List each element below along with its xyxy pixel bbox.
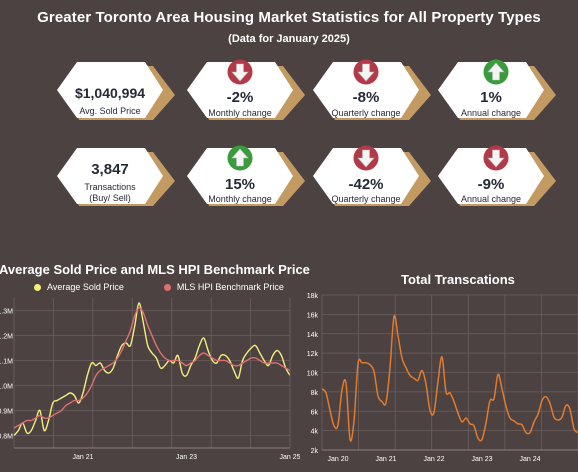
hexagon-shape: [187, 62, 305, 120]
stat-label: Transactions (Buy/ Sell): [84, 182, 136, 203]
x-tick-label: Jan 23: [176, 454, 197, 461]
transactions-chart: 2k 4k 6k 8k 10k 12k 14k 16k 18k Jan 20 Jan 21 Jan 2…: [307, 293, 578, 463]
arrow-down-icon: [353, 145, 379, 176]
x-tick-label: Jan 23: [471, 456, 492, 463]
stat-card-price-annual: 1% Annual change: [438, 62, 556, 120]
stat-card-trans-monthly: 15% Monthly change: [187, 148, 305, 206]
y-tick-label: 1.0M: [0, 384, 13, 391]
y-tick-label: 18k: [307, 293, 319, 300]
y-tick-label: 0.9M: [0, 409, 13, 416]
arrow-down-icon: [353, 59, 379, 90]
y-tick-label: 6k: [311, 409, 319, 416]
y-tick-label: 0.8M: [0, 434, 13, 441]
stat-label: Avg. Sold Price: [79, 106, 141, 116]
arrow-up-icon: [227, 145, 253, 176]
x-tick-label: Jan 24: [519, 456, 540, 463]
transactions-chart-title: Total Transcations: [401, 272, 515, 287]
x-tick-label: Jan 22: [423, 456, 444, 463]
hexagon-shape: [438, 148, 556, 206]
stat-label: Quarterly change: [331, 108, 401, 118]
legend-dot-hpi: [163, 283, 171, 291]
hexagon-shape: [187, 148, 305, 206]
arrow-down-icon: [483, 145, 509, 176]
hexagon-shape: [313, 62, 431, 120]
legend-dot-avg-price: [34, 283, 41, 291]
page-title: Greater Toronto Area Housing Market Stat…: [37, 9, 541, 26]
page-subtitle: (Data for January 2025): [228, 33, 350, 45]
y-tick-label: 1.3M: [0, 309, 13, 316]
y-tick-label: 10k: [307, 371, 319, 378]
stat-label: Monthly change: [208, 108, 272, 118]
x-tick-label: Jan 21: [72, 454, 93, 461]
stat-value: -2%: [226, 89, 254, 106]
arrow-down-icon: [227, 59, 253, 90]
x-tick-label: Jan 20: [327, 456, 348, 463]
stat-card-transactions: 3,847 Transactions (Buy/ Sell): [57, 148, 175, 206]
stat-card-trans-quarterly: -42% Quarterly change: [313, 148, 431, 206]
y-tick-label: 4k: [311, 429, 319, 436]
y-tick-label: 2k: [311, 448, 319, 455]
stat-value: 3,847: [91, 161, 129, 178]
series-line-1: [13, 307, 291, 429]
price-chart: 0.8M 0.9M 1.0M 1.1M 1.2M 1.3M Jan 21 Jan 23 Jan …: [0, 298, 300, 461]
series-line-0: [13, 302, 291, 436]
y-tick-label: 1.1M: [0, 359, 13, 366]
legend-label-avg-price: Average Sold Price: [47, 282, 124, 292]
stat-label: Annual change: [460, 108, 522, 118]
stat-card-trans-annual: -9% Annual change: [438, 148, 556, 206]
x-tick-label: Jan 21: [375, 456, 396, 463]
y-tick-label: 12k: [307, 351, 319, 358]
stat-value: 1%: [480, 89, 502, 106]
stat-value: $1,040,994: [74, 85, 146, 101]
stat-value: -9%: [477, 176, 505, 193]
y-tick-label: 16k: [307, 312, 319, 319]
stat-value: 15%: [224, 176, 256, 193]
stat-card-price-monthly: -2% Monthly change: [187, 62, 305, 120]
series-line-0: [321, 314, 578, 442]
y-tick-label: 8k: [311, 390, 319, 397]
stat-label: Quarterly change: [331, 194, 401, 204]
stat-value: -42%: [348, 176, 384, 193]
stat-label: Annual change: [460, 194, 522, 204]
stat-label: Monthly change: [208, 194, 272, 204]
stat-card-avg-price: $1,040,994 Avg. Sold Price: [57, 62, 175, 120]
legend-label-hpi: MLS HPI Benchmark Price: [176, 282, 284, 292]
y-tick-label: 1.2M: [0, 334, 13, 341]
price-chart-legend: Average Sold Price MLS HPI Benchmark Pri…: [34, 282, 284, 292]
hexagon-shape: [313, 148, 431, 206]
y-tick-label: 14k: [307, 332, 319, 339]
stat-value: -8%: [352, 89, 380, 106]
price-chart-title: Average Sold Price and MLS HPI Benchmark…: [0, 262, 310, 277]
hexagon-shape: [57, 148, 175, 206]
x-tick-label: Jan 25: [279, 454, 300, 461]
hexagon-shape: [438, 62, 556, 120]
arrow-up-icon: [483, 59, 509, 90]
stat-card-price-quarterly: -8% Quarterly change: [313, 62, 431, 120]
hexagon-shape: [57, 62, 175, 120]
